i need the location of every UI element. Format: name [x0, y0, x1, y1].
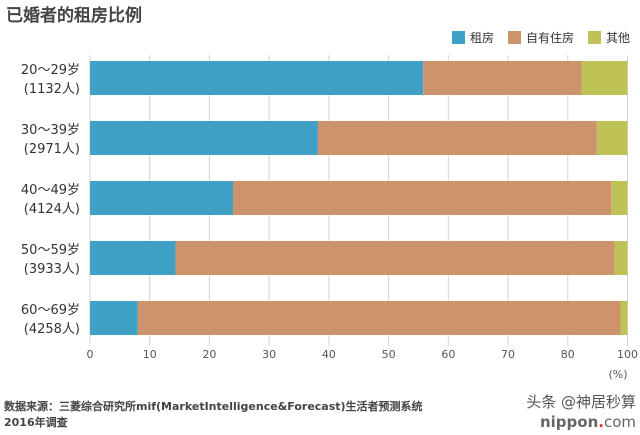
x-tick-label: 80 — [561, 348, 575, 361]
y-category-count: (2971人) — [24, 142, 80, 157]
bar-segment — [596, 121, 628, 155]
bar-segment — [423, 61, 582, 95]
bar-segment — [90, 301, 138, 335]
source-line-1: 数据来源：三菱综合研究所mif(MarketIntelligence&Forec… — [4, 400, 423, 413]
x-tick-label: 40 — [322, 348, 336, 361]
bar-segment — [90, 61, 424, 95]
y-category-label: 50〜59岁 — [21, 243, 80, 258]
bar-segment — [581, 61, 628, 95]
logo-site: nippon — [539, 413, 599, 431]
x-unit-label: (%) — [608, 368, 627, 381]
x-tick-label: 20 — [202, 348, 216, 361]
x-tick-label: 60 — [441, 348, 455, 361]
source-line-2: 2016年调查 — [4, 416, 68, 429]
logo-tld: com — [603, 413, 636, 431]
bar-segment — [614, 241, 628, 275]
legend-item-other: 其他 — [587, 29, 630, 46]
y-category-label: 20〜29岁 — [21, 63, 80, 78]
bar-chart: 0 10 20 30 40 50 60 70 80 100 (%) 20〜29岁 (1132人) 30〜3… — [21, 55, 638, 381]
bar-segment — [137, 301, 621, 335]
watermark-author: 头条 @神居秒算 — [526, 393, 636, 411]
legend: 租房 自有住房 其他 — [451, 29, 630, 46]
bar-segment — [620, 301, 628, 335]
x-tick-label: 50 — [382, 348, 396, 361]
legend-swatch — [587, 31, 601, 44]
bar-segment — [90, 241, 176, 275]
bar-segment — [90, 121, 318, 155]
y-category-count: (1132人) — [24, 82, 80, 97]
legend-label: 租房 — [469, 31, 494, 45]
x-tick-label: 0 — [87, 348, 94, 361]
legend-swatch — [451, 31, 465, 44]
x-tick-label: 70 — [501, 348, 515, 361]
logo-dot: . — [598, 413, 604, 431]
bar-segment — [175, 241, 615, 275]
bar-segment — [232, 181, 612, 215]
bar-segment — [317, 121, 597, 155]
y-category-count: (4124人) — [24, 202, 80, 217]
y-category-count: (3933人) — [24, 262, 80, 277]
watermark-logo: nippon.com — [526, 412, 636, 432]
legend-label: 其他 — [605, 31, 630, 45]
legend-swatch — [507, 31, 521, 44]
legend-item-rent: 租房 — [451, 29, 494, 46]
x-tick-label: 10 — [143, 348, 157, 361]
y-category-label: 40〜49岁 — [21, 183, 80, 198]
source-note: 数据来源：三菱综合研究所mif(MarketIntelligence&Forec… — [4, 399, 423, 431]
legend-item-own: 自有住房 — [507, 29, 574, 46]
bar-segment — [90, 181, 233, 215]
watermark: 头条 @神居秒算 nippon.com — [526, 392, 636, 432]
y-category-label: 30〜39岁 — [21, 123, 80, 138]
x-tick-label: 30 — [262, 348, 276, 361]
x-tick-label: 100 — [617, 348, 638, 361]
y-category-count: (4258人) — [24, 322, 80, 337]
y-category-label: 60〜69岁 — [21, 303, 80, 318]
bar-segment — [611, 181, 628, 215]
chart-title: 已婚者的租房比例 — [6, 6, 142, 26]
legend-label: 自有住房 — [525, 31, 574, 45]
